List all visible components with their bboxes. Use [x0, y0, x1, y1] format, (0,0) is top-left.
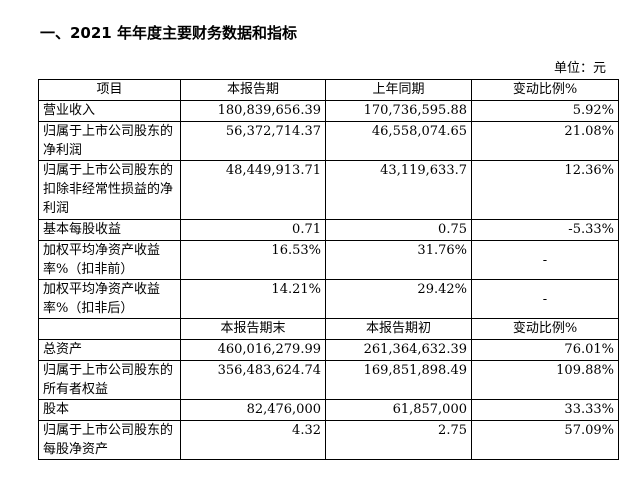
header-cell: 上年同期	[325, 79, 472, 101]
prior-cell: 0.75	[325, 219, 472, 241]
change-cell: -5.33%	[471, 219, 619, 241]
current-cell: 0.71	[180, 219, 326, 241]
prior-cell: 43,119,633.7	[325, 160, 472, 220]
table-row: 加权平均净资产收益率%（扣非后） 14.21% 29.42% -	[38, 279, 619, 319]
change-cell: 76.01%	[471, 339, 619, 361]
change-cell: 57.09%	[471, 420, 619, 460]
current-cell: 460,016,279.99	[180, 339, 326, 361]
prior-cell: 61,857,000	[325, 399, 472, 421]
prior-cell: 31.76%	[325, 240, 472, 280]
table-row: 归属于上市公司股东的净利润 56,372,714.37 46,558,074.6…	[38, 121, 619, 161]
item-cell: 总资产	[38, 339, 181, 361]
table-row: 股本 82,476,000 61,857,000 33.33%	[38, 399, 619, 421]
current-cell: 180,839,656.39	[180, 100, 326, 122]
change-cell: 33.33%	[471, 399, 619, 421]
table-header-row: 本报告期末 本报告期初 变动比例%	[38, 318, 619, 340]
change-cell: 12.36%	[471, 160, 619, 220]
table-row: 归属于上市公司股东的扣除非经常性损益的净利润 48,449,913.71 43,…	[38, 160, 619, 220]
financial-data-table: 项目 本报告期 上年同期 变动比例% 营业收入 180,839,656.39 1…	[38, 79, 619, 460]
current-cell: 56,372,714.37	[180, 121, 326, 161]
item-cell: 股本	[38, 399, 181, 421]
header-cell: 本报告期末	[180, 318, 326, 340]
change-cell: -	[471, 240, 619, 280]
item-cell: 加权平均净资产收益率%（扣非前）	[38, 240, 181, 280]
prior-cell: 169,851,898.49	[325, 360, 472, 400]
table-row: 基本每股收益 0.71 0.75 -5.33%	[38, 219, 619, 241]
header-cell: 项目	[38, 79, 181, 101]
prior-cell: 29.42%	[325, 279, 472, 319]
section-heading: 一、2021 年年度主要财务数据和指标	[40, 24, 297, 42]
prior-cell: 2.75	[325, 420, 472, 460]
table-row: 归属于上市公司股东的所有者权益 356,483,624.74 169,851,8…	[38, 360, 619, 400]
current-cell: 48,449,913.71	[180, 160, 326, 220]
current-cell: 4.32	[180, 420, 326, 460]
table-row: 归属于上市公司股东的每股净资产 4.32 2.75 57.09%	[38, 420, 619, 460]
change-cell: -	[471, 279, 619, 319]
item-cell: 营业收入	[38, 100, 181, 122]
header-cell	[38, 318, 181, 340]
current-cell: 82,476,000	[180, 399, 326, 421]
item-cell: 归属于上市公司股东的每股净资产	[38, 420, 181, 460]
item-cell: 归属于上市公司股东的所有者权益	[38, 360, 181, 400]
table-row: 总资产 460,016,279.99 261,364,632.39 76.01%	[38, 339, 619, 361]
change-cell: 21.08%	[471, 121, 619, 161]
header-cell: 本报告期初	[325, 318, 472, 340]
unit-label: 单位：元	[553, 61, 606, 76]
change-cell: 5.92%	[471, 100, 619, 122]
item-cell: 基本每股收益	[38, 219, 181, 241]
prior-cell: 170,736,595.88	[325, 100, 472, 122]
table-header-row: 项目 本报告期 上年同期 变动比例%	[38, 79, 619, 101]
header-cell: 本报告期	[180, 79, 326, 101]
prior-cell: 46,558,074.65	[325, 121, 472, 161]
item-cell: 归属于上市公司股东的净利润	[38, 121, 181, 161]
current-cell: 16.53%	[180, 240, 326, 280]
change-cell: 109.88%	[471, 360, 619, 400]
item-cell: 加权平均净资产收益率%（扣非后）	[38, 279, 181, 319]
item-cell: 归属于上市公司股东的扣除非经常性损益的净利润	[38, 160, 181, 220]
current-cell: 356,483,624.74	[180, 360, 326, 400]
header-cell: 变动比例%	[471, 318, 619, 340]
table-row: 营业收入 180,839,656.39 170,736,595.88 5.92%	[38, 100, 619, 122]
header-cell: 变动比例%	[471, 79, 619, 101]
table-row: 加权平均净资产收益率%（扣非前） 16.53% 31.76% -	[38, 240, 619, 280]
prior-cell: 261,364,632.39	[325, 339, 472, 361]
current-cell: 14.21%	[180, 279, 326, 319]
